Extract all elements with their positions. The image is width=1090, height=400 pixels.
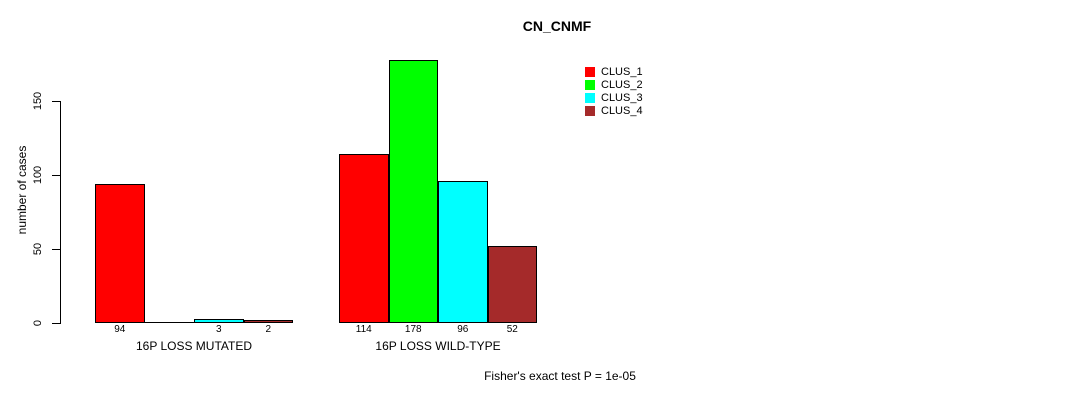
legend-label: CLUS_1	[601, 65, 643, 78]
legend-row: CLUS_3	[585, 91, 643, 104]
bar-value-label: 52	[506, 324, 518, 335]
bar	[194, 319, 244, 323]
bar-zero-line	[144, 322, 194, 323]
legend-row: CLUS_2	[585, 78, 643, 91]
bar	[487, 246, 537, 323]
y-tick-label: 100	[32, 165, 44, 185]
y-tick-label: 150	[32, 91, 44, 111]
bar-value-label: 114	[355, 324, 372, 335]
statistical-annotation: Fisher's exact test P = 1e-05	[484, 369, 636, 383]
bar-value-label: 178	[404, 324, 422, 335]
y-tick	[52, 323, 60, 324]
legend-swatch	[585, 92, 595, 103]
y-axis-line	[60, 101, 61, 324]
bar-value-label: 96	[457, 324, 469, 335]
x-group-label: 16P LOSS WILD-TYPE	[375, 339, 501, 353]
legend-label: CLUS_3	[601, 91, 643, 104]
legend-swatch	[585, 66, 595, 77]
legend-row: CLUS_4	[585, 104, 643, 117]
legend-swatch	[585, 105, 595, 116]
legend-row: CLUS_1	[585, 65, 643, 78]
chart-title: CN_CNMF	[522, 18, 592, 34]
bar	[95, 184, 145, 323]
y-tick-label: 50	[32, 242, 44, 256]
legend-label: CLUS_2	[601, 78, 643, 91]
bar-value-label: 2	[265, 324, 272, 335]
y-axis-label: number of cases	[15, 145, 29, 235]
bar	[339, 154, 389, 323]
bar	[438, 181, 488, 323]
x-group-label: 16P LOSS MUTATED	[135, 339, 253, 353]
y-tick	[52, 175, 60, 176]
bar-value-label: 3	[215, 324, 222, 335]
legend: CLUS_1 CLUS_2 CLUS_3 CLUS_4	[585, 65, 643, 117]
bar	[243, 320, 293, 323]
y-tick	[52, 249, 60, 250]
bar-value-label: 94	[114, 324, 126, 335]
legend-label: CLUS_4	[601, 104, 643, 117]
y-tick	[52, 101, 60, 102]
legend-swatch	[585, 79, 595, 90]
bar	[388, 60, 438, 323]
y-tick-label: 0	[32, 319, 44, 327]
